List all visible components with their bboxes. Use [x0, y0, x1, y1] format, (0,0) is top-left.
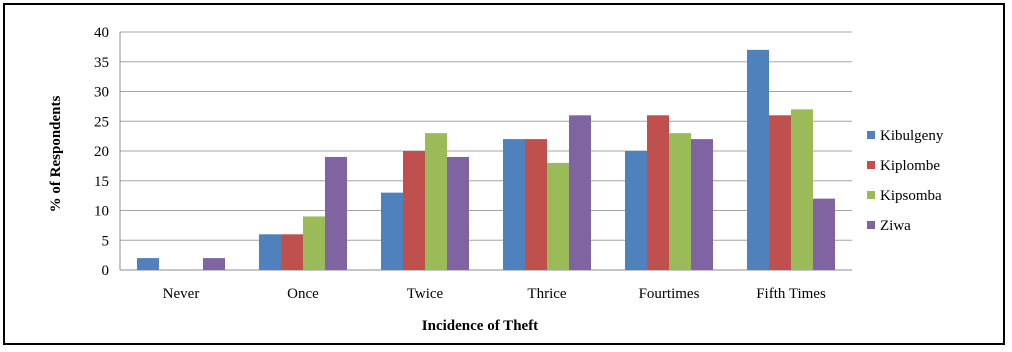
legend-label-kipsomba: Kipsomba — [880, 188, 942, 204]
legend-swatch-kiplombe — [867, 161, 875, 169]
bar-kibulgeny-once — [259, 234, 281, 270]
bar-kipsomba-twice — [425, 133, 447, 270]
x-axis-title: Incidence of Theft — [422, 318, 538, 334]
bar-kiplombe-thrice — [525, 139, 547, 270]
bar-kipsomba-once — [303, 216, 325, 270]
bar-ziwa-never — [203, 258, 225, 270]
legend-swatch-kibulgeny — [867, 131, 875, 139]
bar-kibulgeny-never — [137, 258, 159, 270]
bar-kiplombe-twice — [403, 151, 425, 270]
y-tick-label: 15 — [94, 174, 109, 190]
x-tick-label: Never — [163, 286, 200, 302]
legend: Kibulgeny Kiplombe Kipsomba Ziwa — [867, 128, 944, 234]
bar-kibulgeny-fifth-times — [747, 49, 769, 270]
bar-ziwa-fifth-times — [813, 198, 835, 270]
x-tick-label: Once — [287, 286, 319, 302]
bar-kipsomba-fourtimes — [669, 133, 691, 270]
legend-swatch-ziwa — [867, 221, 875, 229]
legend-label-kiplombe: Kiplombe — [880, 158, 940, 174]
x-tick-label: Twice — [407, 286, 444, 302]
bars — [137, 49, 835, 270]
y-axis-title: % of Respondents — [48, 95, 64, 212]
legend-label-ziwa: Ziwa — [880, 218, 911, 234]
bar-kibulgeny-fourtimes — [625, 151, 647, 270]
bar-kiplombe-fifth-times — [769, 115, 791, 270]
bar-chart: 0 5 10 15 20 25 30 35 40 Never Once Twice Thrice Four… — [48, 25, 944, 334]
bar-ziwa-once — [325, 156, 347, 270]
x-tick-label: Fourtimes — [639, 286, 700, 302]
bar-kiplombe-once — [281, 234, 303, 270]
y-tick-label: 10 — [94, 204, 109, 220]
y-tick-label: 35 — [94, 55, 109, 71]
y-tick-label: 30 — [94, 85, 109, 101]
gridlines — [119, 31, 852, 271]
bar-kibulgeny-twice — [381, 192, 403, 270]
chart-frame: 0 5 10 15 20 25 30 35 40 Never Once Twice Thrice Four… — [3, 3, 1005, 345]
y-tick-label: 0 — [102, 263, 110, 279]
y-tick-label: 40 — [94, 25, 109, 41]
bar-ziwa-thrice — [569, 115, 591, 270]
tick-labels: 0 5 10 15 20 25 30 35 40 Never Once Twice Thrice Four… — [94, 25, 826, 302]
x-tick-label: Thrice — [527, 286, 566, 302]
legend-label-kibulgeny: Kibulgeny — [880, 128, 944, 144]
x-tick-label: Fifth Times — [756, 286, 826, 302]
bar-kipsomba-thrice — [547, 162, 569, 270]
legend-swatch-kipsomba — [867, 191, 875, 199]
bar-kiplombe-fourtimes — [647, 115, 669, 270]
bar-kibulgeny-thrice — [503, 139, 525, 270]
y-tick-label: 5 — [102, 233, 110, 249]
bar-ziwa-twice — [447, 156, 469, 270]
bar-kipsomba-fifth-times — [791, 109, 813, 270]
y-tick-label: 25 — [94, 114, 109, 130]
y-tick-label: 20 — [94, 144, 109, 160]
bar-ziwa-fourtimes — [691, 139, 713, 270]
